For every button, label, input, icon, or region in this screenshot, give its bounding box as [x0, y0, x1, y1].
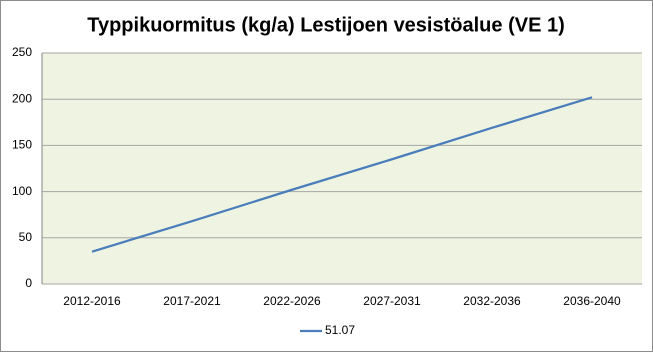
y-tick-label: 250 — [12, 45, 32, 59]
plot-area — [42, 53, 642, 284]
y-tick-label: 150 — [12, 138, 32, 152]
chart-title: Typpikuormitus (kg/a) Lestijoen vesistöa… — [87, 14, 565, 36]
x-tick-label: 2022-2026 — [263, 294, 321, 308]
x-tick-label: 2032-2036 — [463, 294, 521, 308]
y-tick-label: 0 — [25, 276, 32, 290]
data-line — [91, 96, 593, 253]
y-tick-label: 50 — [19, 230, 33, 244]
legend-label: 51.07 — [325, 323, 355, 337]
x-tick-label: 2012-2016 — [63, 294, 121, 308]
x-tick-label: 2027-2031 — [363, 294, 421, 308]
x-tick-label: 2036-2040 — [563, 294, 621, 308]
x-tick-label: 2017-2021 — [163, 294, 221, 308]
y-tick-label: 200 — [12, 91, 32, 105]
y-tick-label: 100 — [12, 184, 32, 198]
